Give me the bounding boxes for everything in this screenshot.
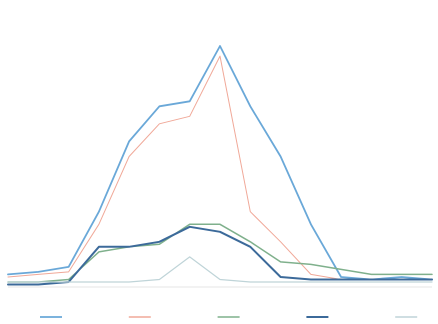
series-group: [7, 45, 433, 286]
series-line-4: [7, 225, 433, 286]
series-line-5: [7, 256, 433, 283]
series-line-1: [7, 45, 433, 281]
series-line-2: [7, 55, 433, 280]
series-line-3: [7, 223, 433, 283]
